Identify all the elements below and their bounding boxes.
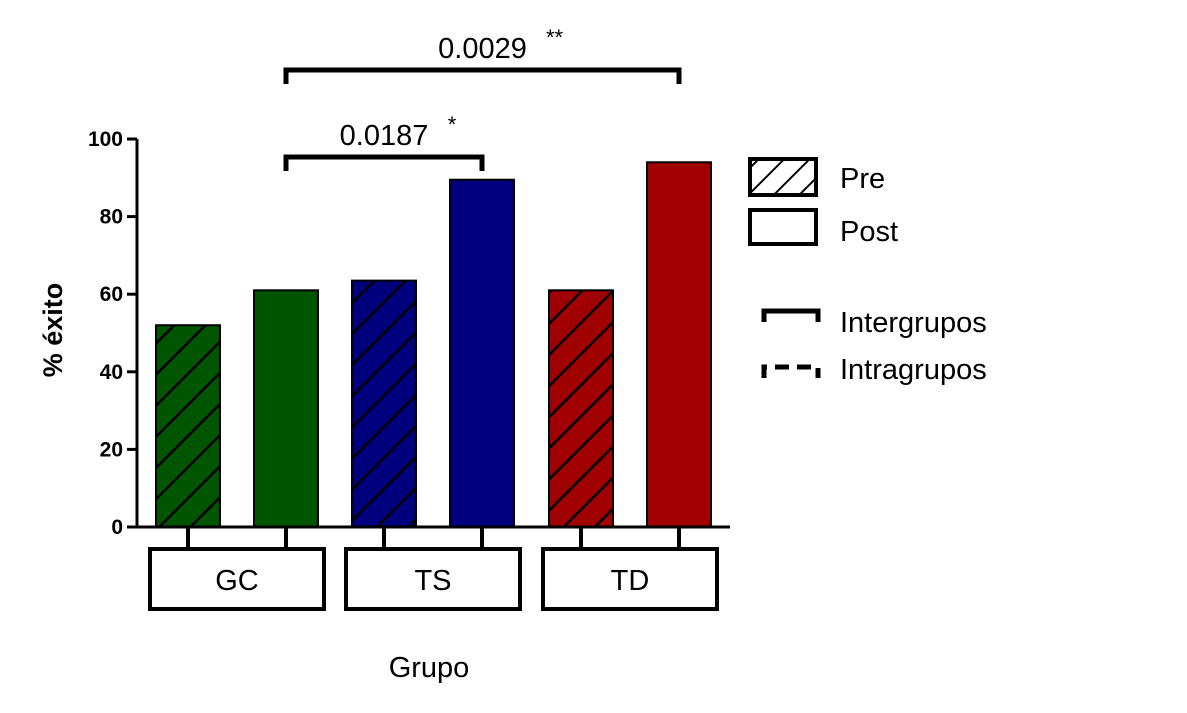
y-tick-label: 100: [88, 128, 123, 151]
bars: [155, 161, 712, 529]
y-tick-label: 80: [100, 206, 123, 229]
category-box: [148, 547, 326, 611]
legend-swatch-post: [748, 208, 818, 246]
legend-label-intergrupos: Intergrupos: [840, 307, 987, 339]
bar-td-pre: [548, 289, 614, 528]
legend: Pre Post Intergrupos Intragrupos: [748, 157, 987, 386]
y-axis-label: % éxito: [38, 283, 68, 378]
x-axis-label: Grupo: [389, 652, 470, 684]
legend-line-intragrupos: [761, 364, 821, 378]
comparison-p-value: 0.0187: [340, 120, 429, 152]
y-axis: 0 20 40 60 80 100: [88, 128, 139, 539]
comparison-stars: *: [448, 112, 457, 137]
comparison-bracket: [283, 67, 682, 84]
legend-swatch-pre: [748, 157, 818, 197]
legend-label-post: Post: [840, 216, 898, 248]
bar-gc-post: [253, 289, 319, 528]
legend-label-pre: Pre: [840, 163, 885, 195]
y-tick-label: 20: [100, 438, 123, 461]
bar-gc-pre: [155, 324, 221, 528]
bar-ts-pre: [351, 279, 417, 528]
legend-line-intergrupos: [761, 308, 821, 322]
y-tick-label: 0: [111, 516, 123, 539]
comparison-bracket: [283, 154, 485, 171]
category-label-ts: TS: [414, 565, 451, 597]
category-box: [541, 547, 719, 611]
comparison-stars: **: [546, 25, 564, 50]
bar-td-post: [646, 161, 712, 528]
x-axis: GC TS TD: [137, 525, 730, 611]
category-label-td: TD: [611, 565, 650, 597]
category-label-gc: GC: [215, 565, 259, 597]
legend-label-intragrupos: Intragrupos: [840, 354, 987, 386]
y-tick-label: 60: [100, 283, 123, 306]
comparison-brackets: 0.0187 * 0.0029 **: [283, 25, 682, 171]
comparison-p-value: 0.0029: [438, 33, 527, 65]
category-box: [344, 547, 522, 611]
y-tick-label: 40: [100, 361, 123, 384]
bar-ts-post: [449, 178, 515, 529]
